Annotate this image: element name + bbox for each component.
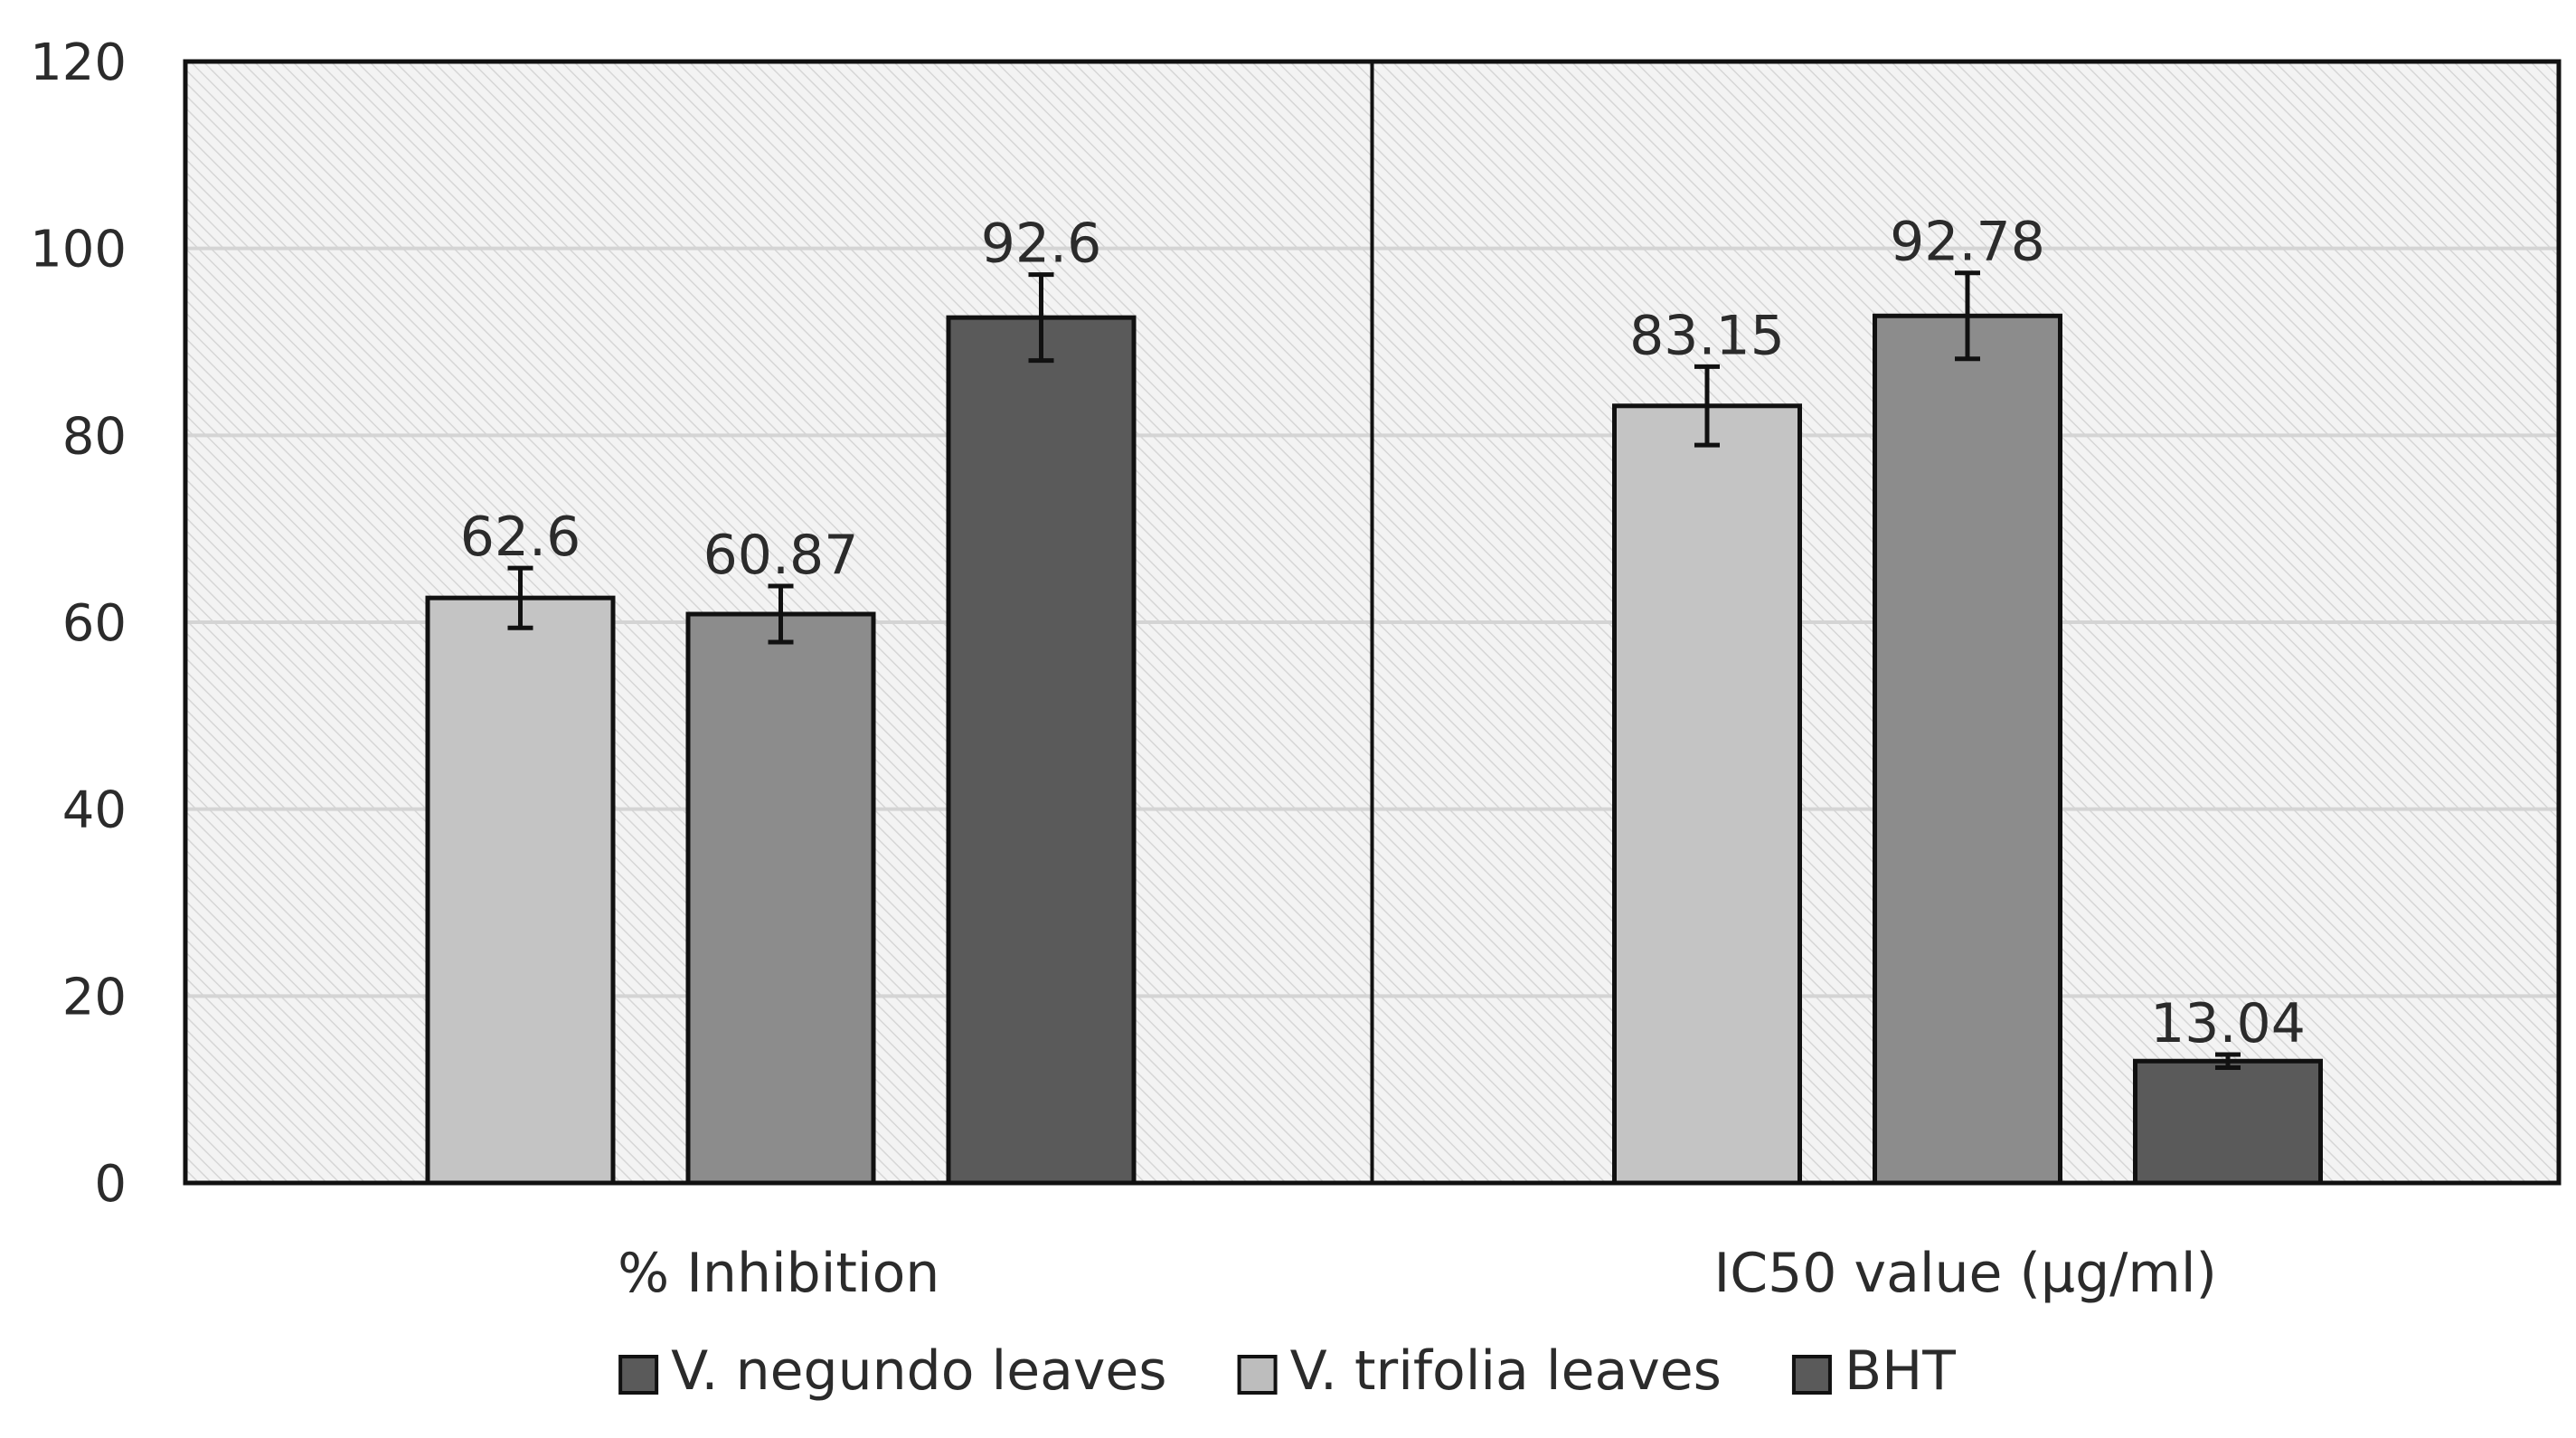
data-label: 13.04 [2150, 992, 2306, 1055]
bar [1612, 403, 1802, 1186]
x-category-label: IC50 value (µg/ml) [1714, 1242, 2217, 1305]
legend-item: BHT [1791, 1339, 1956, 1403]
legend-item: V. trifolia leaves [1237, 1339, 1722, 1403]
bar [425, 595, 616, 1186]
legend-item: V. negundo leaves [618, 1339, 1167, 1403]
legend-label: V. negundo leaves [671, 1339, 1166, 1403]
y-tick-label: 100 [30, 221, 127, 279]
error-bar [1955, 270, 1980, 362]
error-bar [507, 565, 533, 630]
error-bar [1694, 364, 1720, 448]
legend-label: BHT [1845, 1339, 1956, 1403]
error-bar [768, 583, 794, 645]
y-tick-label: 120 [30, 33, 127, 92]
error-bar [2215, 1052, 2241, 1070]
bar [685, 611, 876, 1186]
legend-swatch [1791, 1355, 1832, 1395]
data-label: 92.78 [1890, 211, 2045, 274]
legend-label: V. trifolia leaves [1290, 1339, 1722, 1403]
y-tick-label: 80 [62, 407, 127, 466]
x-category-label: % Inhibition [618, 1242, 939, 1305]
error-bar [1028, 272, 1054, 364]
y-tick-label: 0 [94, 1155, 127, 1214]
y-tick-label: 20 [62, 968, 127, 1026]
legend-swatch [618, 1355, 659, 1395]
bar [946, 315, 1137, 1186]
data-label: 62.6 [460, 506, 581, 569]
data-label: 60.87 [703, 524, 859, 587]
y-tick-label: 40 [62, 781, 127, 840]
bar [1873, 313, 2062, 1186]
legend-swatch [1237, 1355, 1278, 1395]
data-label: 92.6 [981, 213, 1102, 276]
data-label: 83.15 [1629, 304, 1785, 367]
bar [2133, 1058, 2323, 1186]
y-tick-label: 60 [62, 594, 127, 653]
